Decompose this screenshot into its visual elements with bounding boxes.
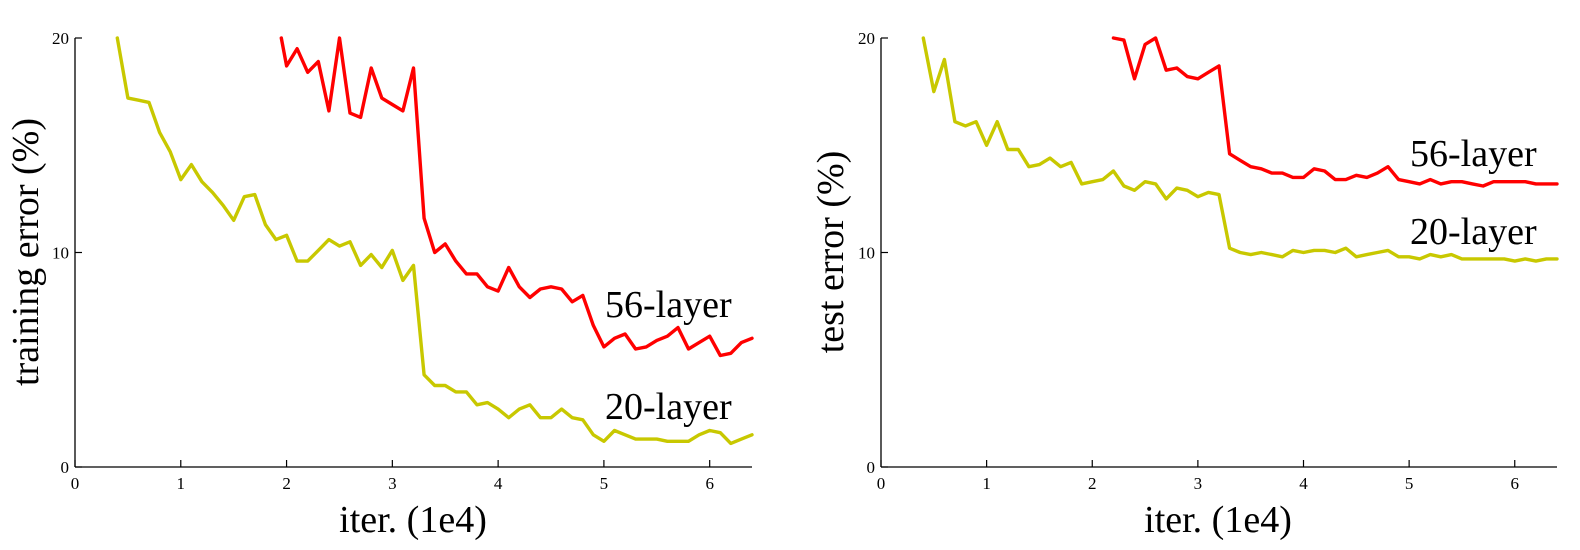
x-tick-label: 4 (494, 474, 503, 493)
y-tick-label: 20 (858, 29, 875, 48)
y-tick-label: 10 (52, 244, 69, 263)
x-tick-label: 1 (177, 474, 186, 493)
y-axis-title: training error (%) (5, 118, 47, 386)
y-tick-label: 10 (858, 244, 875, 263)
x-tick-label: 6 (705, 474, 714, 493)
x-tick-label: 3 (388, 474, 397, 493)
y-tick-label: 20 (52, 29, 69, 48)
series-label-56-layer: 56-layer (1410, 133, 1537, 175)
x-tick-label: 5 (1405, 474, 1414, 493)
x-tick-label: 6 (1511, 474, 1520, 493)
series-line-56-layer (1111, 36, 1559, 188)
series-label-20-layer: 20-layer (605, 386, 732, 428)
series-line-20-layer (921, 36, 1559, 263)
series-label-56-layer: 56-layer (605, 284, 732, 326)
y-tick-label: 0 (867, 458, 876, 477)
x-axis-title: iter. (1e4) (1144, 499, 1292, 541)
x-tick-label: 1 (982, 474, 991, 493)
series-line-56-layer (279, 36, 754, 358)
series-line-20-layer (115, 36, 754, 446)
y-tick-label: 0 (61, 458, 70, 477)
x-tick-label: 2 (1088, 474, 1097, 493)
x-tick-label: 3 (1194, 474, 1203, 493)
series-label-20-layer: 20-layer (1410, 211, 1537, 253)
axis-ticks: 0 1 2 3 4 5 6 0 10 20 (52, 29, 714, 493)
x-tick-label: 2 (282, 474, 291, 493)
x-tick-label: 5 (600, 474, 609, 493)
series-lines (921, 36, 1559, 263)
x-tick-label: 0 (877, 474, 886, 493)
series-lines (115, 36, 754, 446)
training-error-chart: 0 1 2 3 4 5 6 0 10 20 training error (%) iter. (1… (5, 29, 754, 541)
x-tick-label: 0 (71, 474, 80, 493)
x-tick-label: 4 (1299, 474, 1308, 493)
axis-ticks: 0 1 2 3 4 5 6 0 10 20 (858, 29, 1519, 493)
y-axis-title: test error (%) (810, 151, 852, 354)
x-axis-title: iter. (1e4) (339, 499, 487, 541)
